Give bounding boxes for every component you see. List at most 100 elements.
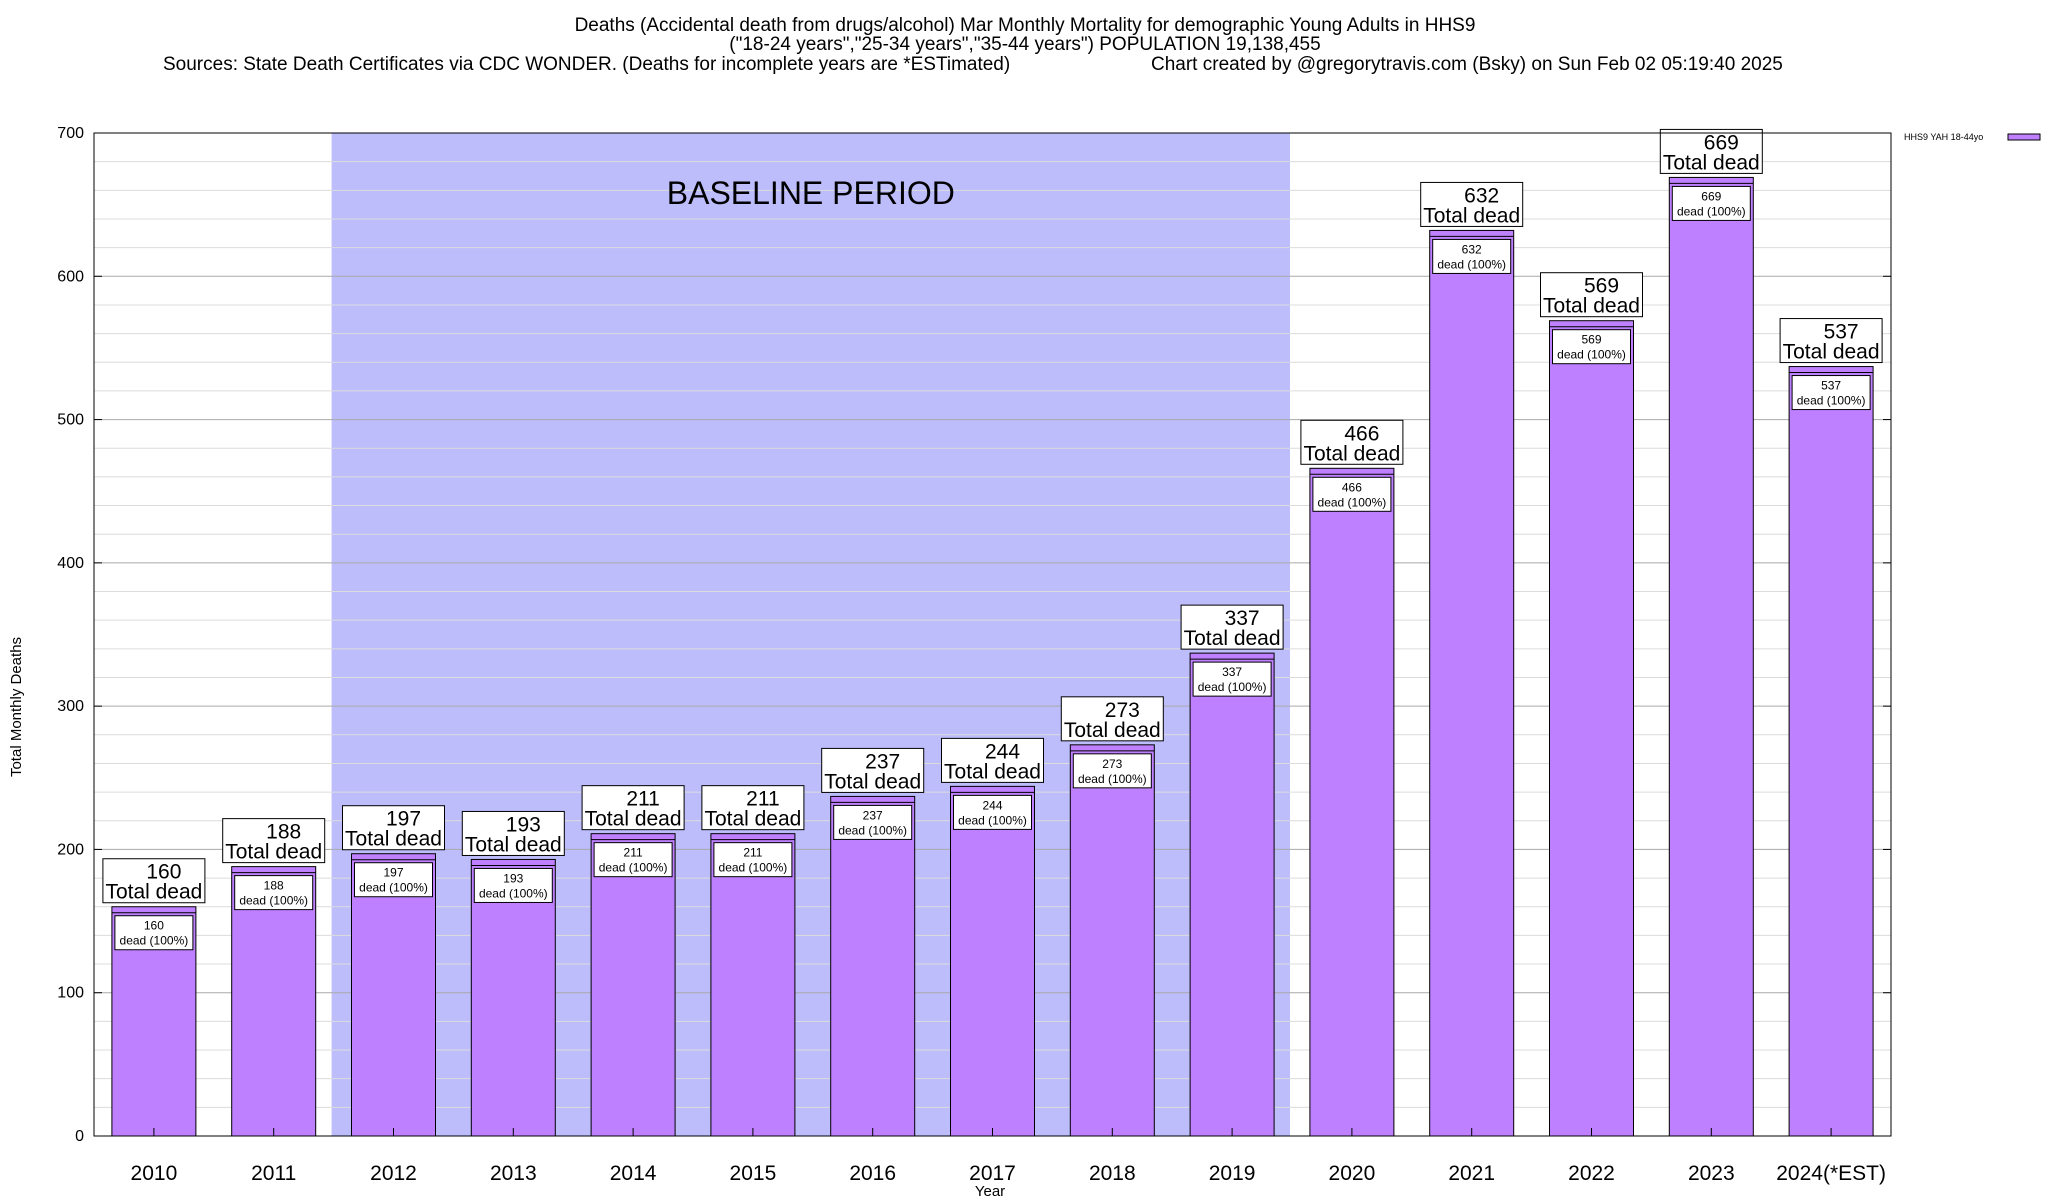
total-label-box: [1779, 318, 1883, 364]
bar-inner-label-box: [473, 867, 553, 903]
bar-inner-label-box: [1671, 185, 1751, 221]
bar-inner-percent: dead (100%): [479, 886, 548, 900]
y-tick-label: 300: [57, 698, 84, 715]
y-tick-label: 500: [57, 412, 84, 429]
total-value-label: 160: [146, 861, 181, 884]
bar-inner-label-box: [593, 842, 673, 878]
y-tick-label: 400: [57, 555, 84, 572]
total-dead-label: Total dead: [1064, 719, 1161, 742]
legend: HHS9 YAH 18-44yo: [1904, 132, 2041, 142]
total-label-box: [1420, 181, 1524, 227]
total-dead-label: Total dead: [1543, 295, 1640, 318]
bar: [1429, 229, 1515, 1137]
total-value-label: 337: [1225, 607, 1260, 630]
total-dead-label: Total dead: [824, 770, 921, 793]
bar-inner-percent: dead (100%): [838, 823, 907, 837]
x-tick-label: 2020: [1329, 1162, 1376, 1185]
x-tick-label: 2023: [1688, 1162, 1735, 1185]
bar-inner-value: 160: [144, 919, 164, 933]
x-axis-title: Year: [975, 1183, 1005, 1200]
total-dead-label: Total dead: [105, 881, 202, 904]
bar: [1549, 320, 1634, 1137]
total-label-box: [102, 858, 206, 904]
plot-frame: [93, 132, 1892, 1137]
total-dead-label: Total dead: [944, 760, 1041, 783]
bar-inner-percent: dead (100%): [359, 881, 428, 895]
total-label-box: [1060, 696, 1164, 742]
bar: [950, 785, 1035, 1137]
total-value-label: 632: [1464, 184, 1499, 207]
total-dead-label: Total dead: [585, 808, 682, 831]
x-tick-label: 2024(*EST): [1776, 1162, 1886, 1185]
total-label-box: [342, 805, 445, 851]
bar-inner-value: 273: [1102, 757, 1122, 771]
bar: [231, 866, 317, 1137]
total-dead-label: Total dead: [1423, 204, 1520, 227]
bar-inner-value: 193: [503, 871, 523, 885]
chart-title-line-2: ("18-24 years","25-34 years","35-44 year…: [729, 34, 1320, 55]
bar-inner-label-box: [953, 794, 1032, 830]
bar-inner-label-box: [1312, 476, 1392, 512]
chart-credit-note: Chart created by @gregorytravis.com (Bsk…: [1151, 54, 1783, 75]
x-tick-label: 2015: [730, 1162, 777, 1185]
bar-inner-value: 632: [1462, 242, 1482, 256]
baseline-period-label: BASELINE PERIOD: [667, 175, 955, 211]
total-value-label: 537: [1824, 321, 1859, 344]
bar-inner-label-box: [1192, 661, 1272, 697]
bar-inner-percent: dead (100%): [1557, 348, 1626, 362]
total-label-box: [1180, 604, 1284, 650]
y-tick-label: 100: [57, 985, 84, 1002]
total-value-label: 211: [746, 788, 779, 811]
chart-title-line-1: Deaths (Accidental death from drugs/alco…: [575, 15, 1476, 36]
bar: [1788, 366, 1874, 1137]
total-dead-label: Total dead: [1783, 341, 1880, 364]
x-tick-label: 2014: [610, 1162, 657, 1185]
bar: [1189, 652, 1275, 1137]
total-label-box: [461, 810, 565, 856]
bar-inner-value: 466: [1342, 480, 1362, 494]
bar-inner-value: 197: [383, 866, 403, 880]
bar-inner-percent: dead (100%): [1318, 495, 1387, 509]
total-value-label: 244: [985, 740, 1020, 763]
bar-inner-percent: dead (100%): [1797, 394, 1866, 408]
bar-inner-label-box: [234, 875, 314, 911]
bar-inner-label-box: [1432, 238, 1512, 274]
bar: [710, 833, 796, 1137]
total-dead-label: Total dead: [1184, 627, 1281, 650]
total-value-label: 273: [1105, 699, 1140, 722]
legend-label: HHS9 YAH 18-44yo: [1904, 132, 1983, 142]
bar-inner-percent: dead (100%): [1078, 772, 1147, 786]
total-label-box: [701, 785, 805, 831]
total-dead-label: Total dead: [704, 808, 801, 831]
x-tick-label: 2021: [1448, 1162, 1495, 1185]
total-label-box: [941, 737, 1044, 783]
total-label-box: [1300, 419, 1404, 465]
bar-inner-label-box: [114, 915, 194, 951]
bar: [590, 833, 676, 1137]
bar-inner-value: 211: [624, 846, 643, 860]
x-tick-label: 2013: [490, 1162, 537, 1185]
total-label-box: [581, 785, 685, 831]
y-tick-label: 600: [57, 268, 84, 285]
bar-inner-value: 669: [1701, 189, 1721, 203]
total-value-label: 466: [1344, 422, 1379, 445]
total-dead-label: Total dead: [1663, 151, 1760, 174]
bar-inner-label-box: [713, 842, 793, 878]
chart-source-note: Sources: State Death Certificates via CD…: [163, 54, 1010, 75]
x-tick-label: 2011: [251, 1162, 296, 1185]
total-value-label: 569: [1584, 275, 1619, 298]
total-value-label: 669: [1704, 131, 1739, 154]
total-label-box: [1540, 272, 1643, 318]
bar-inner-percent: dead (100%): [1198, 680, 1267, 694]
bar-inner-label-box: [1552, 329, 1631, 365]
total-value-label: 193: [506, 813, 541, 836]
bar-inner-percent: dead (100%): [1437, 257, 1506, 271]
bar: [1309, 467, 1395, 1137]
bar-inner-value: 237: [863, 808, 883, 822]
bar-inner-percent: dead (100%): [719, 861, 788, 875]
y-tick-label: 200: [57, 841, 84, 858]
x-tick-label: 2012: [370, 1162, 417, 1185]
bar-inner-percent: dead (100%): [239, 894, 308, 908]
x-tick-label: 2022: [1568, 1162, 1615, 1185]
